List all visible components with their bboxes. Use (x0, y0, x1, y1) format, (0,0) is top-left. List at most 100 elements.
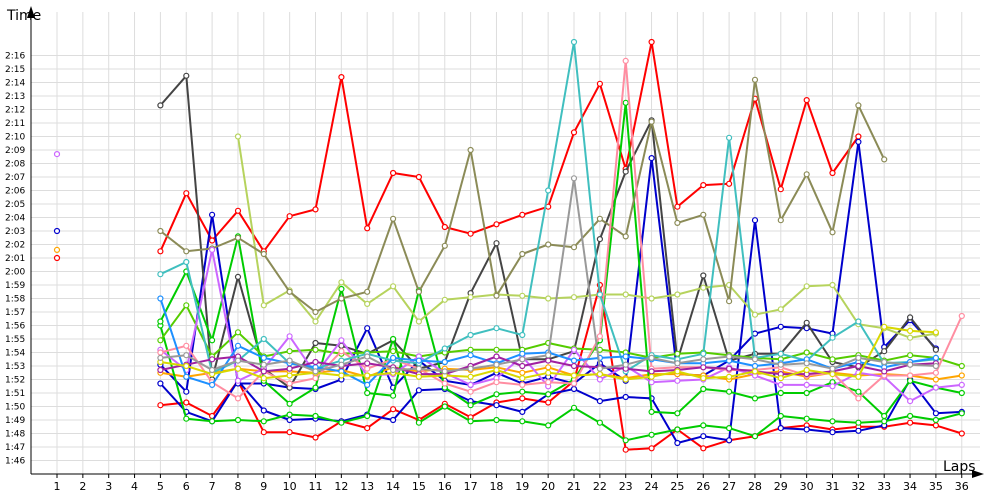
data-point (312, 384, 319, 391)
y-tick-label: 1:50 (5, 403, 25, 413)
data-point (467, 346, 474, 353)
data-point (286, 372, 293, 379)
x-tick-label: 7 (209, 480, 216, 493)
y-tick-label: 1:47 (5, 443, 25, 453)
data-point (53, 246, 61, 253)
data-point (777, 389, 784, 397)
data-point (441, 296, 448, 303)
data-point (467, 381, 474, 388)
data-point (803, 349, 810, 356)
series-7 (157, 322, 965, 444)
data-point (493, 346, 500, 353)
series-line (159, 325, 963, 442)
data-point (751, 433, 759, 440)
data-point (157, 318, 164, 325)
data-point (932, 376, 940, 383)
data-point (570, 362, 578, 370)
data-point (932, 410, 940, 417)
data-point (209, 237, 216, 244)
data-point (777, 350, 784, 357)
data-point (906, 352, 914, 359)
data-point (570, 357, 578, 364)
x-tick-labels: 1 2 3 4 5 6 7 8 9 10 11 12 13 14 15 16 17 18 19 20 21 22 23 24 2… (54, 480, 969, 493)
data-point (570, 294, 578, 301)
data-point (751, 76, 759, 83)
data-point (958, 410, 965, 417)
data-point (906, 398, 914, 405)
data-point (958, 312, 965, 320)
data-point (286, 400, 293, 407)
x-tick-label: 18 (489, 480, 503, 493)
data-point (751, 217, 759, 224)
data-point (209, 246, 216, 253)
data-point (855, 102, 862, 109)
data-point (881, 358, 888, 366)
data-point (390, 335, 397, 343)
data-point (286, 357, 293, 364)
data-point (570, 372, 578, 379)
data-point (674, 360, 681, 367)
x-tick-label: 31 (826, 480, 840, 493)
data-point (674, 377, 681, 384)
data-point (364, 425, 371, 432)
data-point (312, 318, 319, 325)
series-line (159, 304, 963, 367)
y-tick-label: 1:57 (5, 308, 25, 318)
x-tick-label: 15 (412, 480, 426, 493)
data-point (932, 416, 940, 424)
data-point (338, 295, 345, 302)
data-point (570, 346, 578, 353)
data-point (648, 354, 655, 361)
data-point (364, 288, 371, 295)
y-tick-label: 2:10 (5, 133, 25, 143)
data-point (234, 342, 242, 349)
data-point (725, 134, 733, 141)
data-point (622, 393, 629, 401)
data-point (881, 323, 888, 330)
data-point (958, 430, 965, 437)
data-point (260, 302, 267, 309)
data-point (260, 335, 267, 343)
data-point (777, 412, 784, 420)
data-point (157, 349, 164, 356)
data-point (855, 395, 862, 402)
data-point (467, 352, 474, 359)
y-tick-label: 2:15 (5, 65, 25, 75)
data-point (932, 354, 940, 361)
data-point (674, 219, 681, 226)
y-tick-label: 2:13 (5, 92, 25, 102)
data-point (519, 350, 526, 357)
data-point (338, 73, 345, 81)
data-point (234, 416, 242, 424)
data-point (596, 376, 604, 383)
data-point (596, 365, 604, 372)
data-point (829, 418, 836, 425)
series-line (159, 219, 962, 444)
data-point (234, 207, 242, 214)
data-point (157, 366, 164, 374)
data-point (725, 437, 733, 444)
data-point (622, 233, 629, 240)
data-point (467, 418, 474, 425)
x-tick-label: 36 (955, 480, 969, 493)
y-tick-label: 1:59 (5, 281, 25, 291)
data-point (855, 362, 862, 370)
data-point (622, 446, 629, 453)
data-point (286, 213, 293, 220)
data-point (441, 345, 448, 352)
data-point (648, 155, 655, 162)
y-tick-label: 1:51 (5, 389, 25, 399)
data-point (700, 211, 707, 218)
data-point (183, 352, 190, 359)
series-line (159, 41, 860, 253)
y-tick-label: 1:55 (5, 335, 25, 345)
data-point (338, 372, 345, 379)
data-point (545, 352, 552, 359)
data-point (338, 285, 345, 293)
x-tick-label: 21 (567, 480, 581, 493)
data-point (338, 279, 345, 286)
data-point (364, 412, 371, 420)
data-point (906, 412, 914, 420)
series-layer (53, 38, 965, 453)
